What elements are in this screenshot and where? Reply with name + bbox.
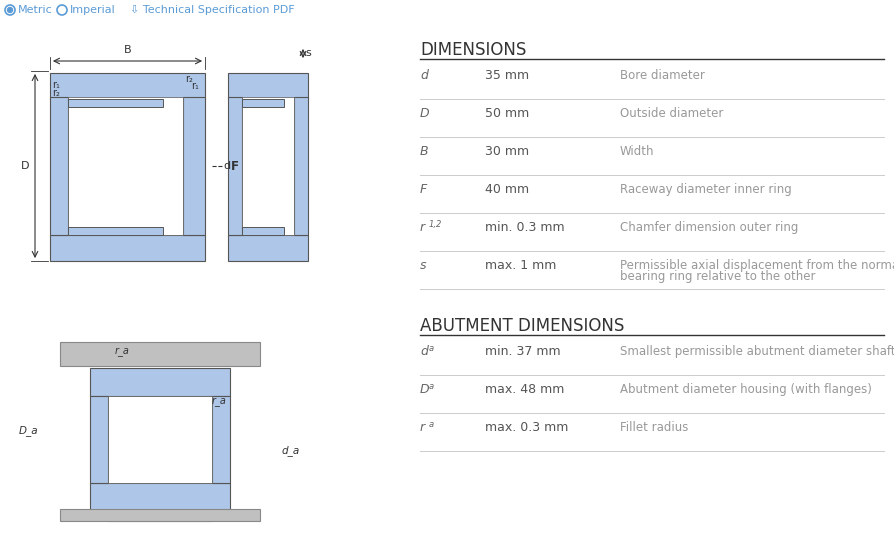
Text: d: d <box>420 69 428 82</box>
Text: F: F <box>420 183 427 196</box>
FancyBboxPatch shape <box>50 73 205 99</box>
FancyBboxPatch shape <box>228 97 242 235</box>
Text: 35 mm: 35 mm <box>485 69 529 82</box>
Text: Width: Width <box>620 145 654 158</box>
Text: a: a <box>429 420 434 429</box>
Text: r₁: r₁ <box>52 80 60 90</box>
Text: r₂: r₂ <box>185 74 193 84</box>
Text: Permissible axial displacement from the normal position of one: Permissible axial displacement from the … <box>620 259 894 272</box>
Text: D_a: D_a <box>19 425 38 436</box>
FancyBboxPatch shape <box>108 396 212 483</box>
Text: 50 mm: 50 mm <box>485 107 529 120</box>
Text: max. 0.3 mm: max. 0.3 mm <box>485 421 569 434</box>
Text: D: D <box>420 107 430 120</box>
FancyBboxPatch shape <box>183 97 205 235</box>
FancyBboxPatch shape <box>212 396 230 483</box>
Text: F: F <box>231 159 239 172</box>
Text: Metric: Metric <box>18 5 53 15</box>
Text: DIMENSIONS: DIMENSIONS <box>420 41 527 59</box>
Text: min. 0.3 mm: min. 0.3 mm <box>485 221 565 234</box>
Text: r_a: r_a <box>115 346 130 356</box>
Text: r₁: r₁ <box>191 81 198 91</box>
Text: Fillet radius: Fillet radius <box>620 421 688 434</box>
FancyBboxPatch shape <box>60 342 260 366</box>
Text: Outside diameter: Outside diameter <box>620 107 723 120</box>
FancyBboxPatch shape <box>60 509 260 521</box>
Text: d: d <box>420 345 428 358</box>
Text: max. 48 mm: max. 48 mm <box>485 383 564 396</box>
FancyBboxPatch shape <box>68 99 163 107</box>
Circle shape <box>5 5 15 15</box>
FancyBboxPatch shape <box>90 483 230 511</box>
FancyBboxPatch shape <box>50 97 68 235</box>
Text: Bore diameter: Bore diameter <box>620 69 704 82</box>
Circle shape <box>7 8 13 13</box>
FancyBboxPatch shape <box>68 97 183 235</box>
Text: 1,2: 1,2 <box>429 220 443 229</box>
Text: ⇩ Technical Specification PDF: ⇩ Technical Specification PDF <box>130 5 295 15</box>
FancyBboxPatch shape <box>90 368 230 396</box>
Text: r_a: r_a <box>212 396 227 406</box>
FancyBboxPatch shape <box>68 227 163 235</box>
Text: s: s <box>420 259 426 272</box>
FancyBboxPatch shape <box>242 97 294 235</box>
FancyBboxPatch shape <box>242 227 284 235</box>
Text: Abutment diameter housing (with flanges): Abutment diameter housing (with flanges) <box>620 383 872 396</box>
FancyBboxPatch shape <box>294 97 308 235</box>
Text: r: r <box>420 421 426 434</box>
FancyBboxPatch shape <box>90 396 108 483</box>
FancyBboxPatch shape <box>50 235 205 261</box>
Text: r₂: r₂ <box>52 88 60 98</box>
Text: 30 mm: 30 mm <box>485 145 529 158</box>
Text: d: d <box>223 161 230 171</box>
Text: d_a: d_a <box>282 446 300 456</box>
Text: s: s <box>305 48 311 58</box>
Text: a: a <box>429 344 434 353</box>
Text: a: a <box>429 382 434 391</box>
Text: ABUTMENT DIMENSIONS: ABUTMENT DIMENSIONS <box>420 317 624 335</box>
Text: Raceway diameter inner ring: Raceway diameter inner ring <box>620 183 792 196</box>
Text: 40 mm: 40 mm <box>485 183 529 196</box>
Circle shape <box>57 5 67 15</box>
Text: D: D <box>420 383 430 396</box>
Text: bearing ring relative to the other: bearing ring relative to the other <box>620 270 815 283</box>
Text: D: D <box>21 161 29 171</box>
Text: B: B <box>123 45 131 55</box>
Text: min. 37 mm: min. 37 mm <box>485 345 561 358</box>
FancyBboxPatch shape <box>228 73 308 99</box>
Text: B: B <box>420 145 428 158</box>
FancyBboxPatch shape <box>242 99 284 107</box>
FancyBboxPatch shape <box>108 511 212 521</box>
Text: Chamfer dimension outer ring: Chamfer dimension outer ring <box>620 221 798 234</box>
Text: Imperial: Imperial <box>70 5 115 15</box>
Text: r: r <box>420 221 426 234</box>
FancyBboxPatch shape <box>228 235 308 261</box>
Text: max. 1 mm: max. 1 mm <box>485 259 556 272</box>
Text: Smallest permissible abutment diameter shaft, bearings with flanges: Smallest permissible abutment diameter s… <box>620 345 894 358</box>
